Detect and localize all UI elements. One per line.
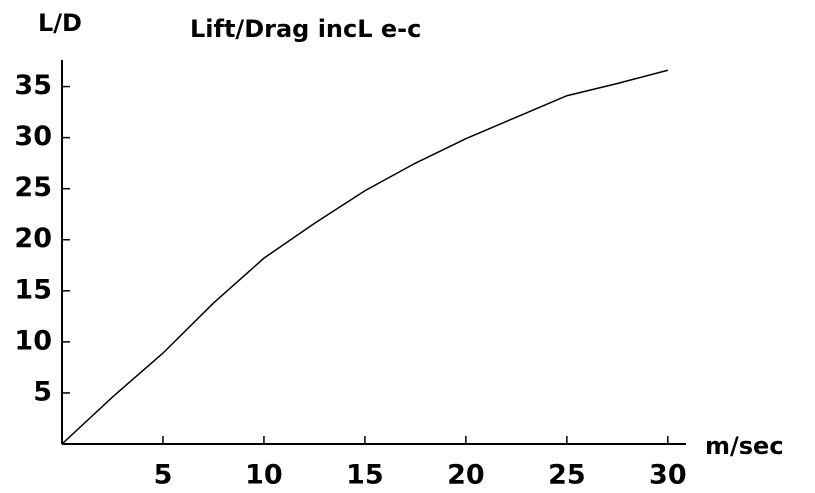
- x-tick-label: 30: [649, 460, 687, 491]
- y-tick-label: 15: [14, 274, 52, 305]
- x-tick-label: 5: [154, 460, 173, 491]
- y-tick-label: 35: [14, 70, 52, 101]
- x-axis-label: m/sec: [705, 432, 784, 460]
- y-tick-label: 10: [14, 325, 52, 356]
- y-tick-label: 30: [14, 121, 52, 152]
- y-axis-label: L/D: [38, 9, 82, 37]
- x-tick-label: 15: [346, 460, 384, 491]
- y-tick-label: 5: [33, 376, 52, 407]
- x-tick-label: 10: [245, 460, 283, 491]
- y-tick-label: 20: [14, 223, 52, 254]
- y-tick-label: 25: [14, 172, 52, 203]
- x-tick-label: 20: [447, 460, 485, 491]
- chart-title: Lift/Drag incL e-c: [190, 15, 421, 43]
- x-tick-label: 25: [548, 460, 586, 491]
- line-series: [61, 69, 669, 445]
